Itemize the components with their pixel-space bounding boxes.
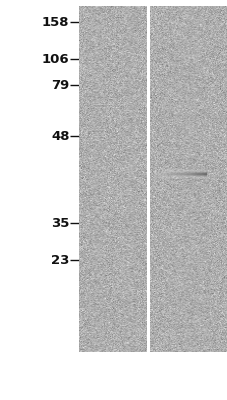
Text: 35: 35 [51,217,69,230]
Text: 48: 48 [51,130,69,142]
Text: 79: 79 [51,79,69,92]
Text: 106: 106 [42,53,69,66]
Text: 158: 158 [42,16,69,28]
Text: 23: 23 [51,254,69,266]
